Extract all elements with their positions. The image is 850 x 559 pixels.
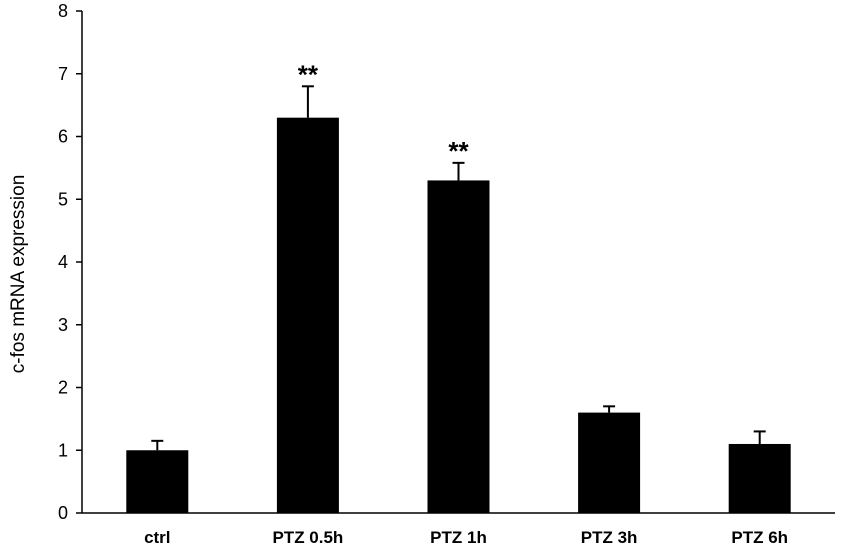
y-tick-label: 3 [58, 315, 68, 335]
bars [126, 117, 791, 514]
bar [276, 117, 339, 514]
error-bars [151, 85, 766, 451]
x-axis: ctrl PTZ 0.5h PTZ 1h PTZ 3h PTZ 6h [82, 512, 835, 547]
y-tick-label: 1 [58, 440, 68, 460]
y-tick-label: 7 [58, 64, 68, 84]
x-tick-label: PTZ 3h [581, 528, 638, 547]
significance-label: ** [298, 59, 319, 89]
x-tick-label: PTZ 6h [731, 528, 788, 547]
y-tick-label: 2 [58, 378, 68, 398]
x-tick-label: PTZ 1h [430, 528, 487, 547]
y-tick-label: 8 [58, 1, 68, 21]
y-tick-label: 0 [58, 503, 68, 523]
y-axis-label: c-fos mRNA expression [8, 175, 29, 374]
significance-label: ** [448, 136, 469, 166]
bar [126, 450, 189, 513]
x-tick-label: ctrl [144, 528, 170, 547]
bar [427, 180, 490, 514]
y-axis: 0 1 2 3 4 5 6 7 8 [58, 1, 83, 523]
y-tick-label: 5 [58, 189, 68, 209]
significance-annotations: ** ** [298, 59, 470, 166]
x-tick-label: PTZ 0.5h [272, 528, 343, 547]
bar [578, 412, 641, 513]
y-tick-label: 6 [58, 127, 68, 147]
y-tick-label: 4 [58, 252, 68, 272]
bar [728, 443, 791, 513]
